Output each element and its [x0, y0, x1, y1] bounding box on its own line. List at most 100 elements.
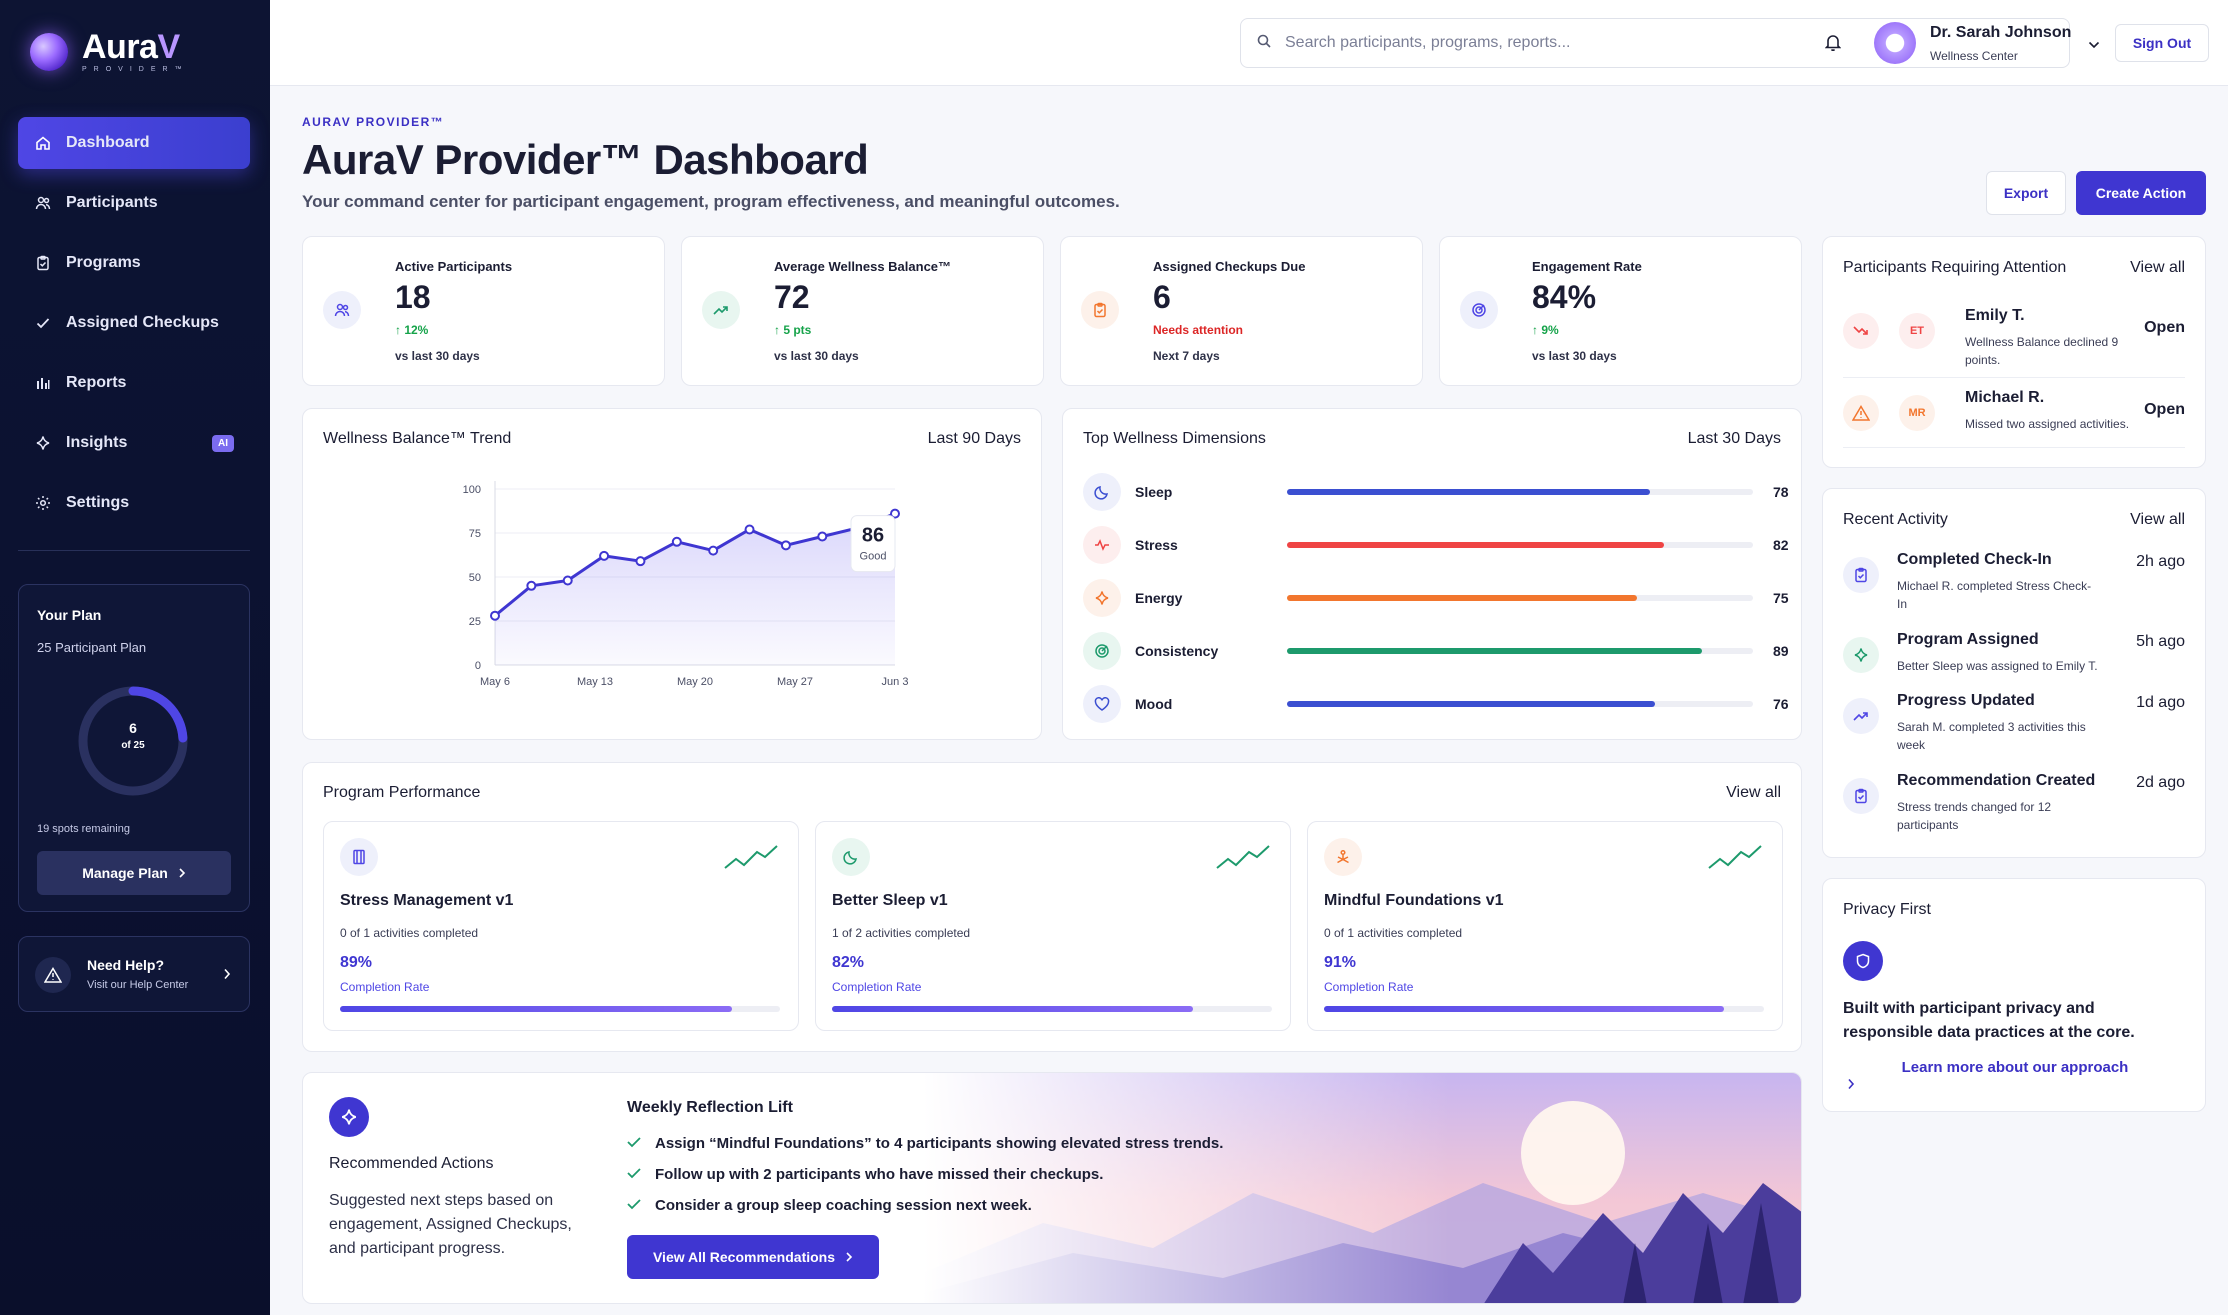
dimension-value: 82 — [1773, 537, 1789, 553]
dimension-value: 76 — [1773, 696, 1789, 712]
sidebar-item-settings[interactable]: Settings — [18, 477, 250, 529]
kpi-card-active-participants: Active Participants 18 ↑ 12% vs last 30 … — [302, 236, 665, 386]
dimension-label: Energy — [1135, 590, 1183, 606]
sidebar-item-programs[interactable]: Programs — [18, 237, 250, 289]
kpi-label: Engagement Rate — [1532, 259, 1642, 274]
target-icon — [1083, 632, 1121, 670]
sidebar-item-label: Insights — [66, 434, 128, 451]
programs-title: Program Performance — [323, 784, 481, 801]
activity-title: Program Assigned — [1897, 631, 2039, 648]
kpi-card-checkups-due: Assigned Checkups Due 6 Needs attention … — [1060, 236, 1423, 386]
sidebar-item-assigned-checkups[interactable]: Assigned Checkups — [18, 297, 250, 349]
attention-view-all-link[interactable]: View all — [2130, 259, 2185, 276]
chevron-right-icon — [223, 967, 231, 985]
dimension-track — [1287, 489, 1753, 495]
attention-open-link[interactable]: Open — [2144, 319, 2185, 336]
sidebar-item-reports[interactable]: Reports — [18, 357, 250, 409]
sidebar-item-label: Assigned Checkups — [66, 314, 219, 331]
search-box[interactable] — [1240, 18, 2070, 68]
program-activities: 0 of 1 activities completed — [1324, 926, 1463, 940]
sidebar-item-insights[interactable]: Insights AI — [18, 417, 250, 469]
trend-point — [562, 575, 573, 586]
help-center-card[interactable]: Need Help? Visit our Help Center — [18, 936, 250, 1012]
privacy-body: Built with participant privacy and respo… — [1843, 1000, 2135, 1041]
clipboard-icon — [1843, 778, 1879, 814]
dimension-fill — [1287, 595, 1637, 601]
program-rate-label: Completion Rate — [832, 980, 922, 994]
sidebar: AuraV PROVIDER™ Dashboard Participants P… — [0, 0, 270, 1315]
program-progress-fill — [340, 1006, 732, 1012]
program-rate-label: Completion Rate — [340, 980, 430, 994]
programs-view-all-link[interactable]: View all — [1726, 784, 1781, 801]
program-card-mindful-foundations[interactable]: Mindful Foundations v1 0 of 1 activities… — [1307, 821, 1783, 1031]
trend-title: Wellness Balance™ Trend — [323, 430, 512, 447]
program-name: Mindful Foundations v1 — [1324, 892, 1504, 909]
search-input[interactable] — [1285, 34, 1985, 52]
sidebar-item-participants[interactable]: Participants — [18, 177, 250, 229]
brand-logo[interactable]: AuraV PROVIDER™ — [30, 30, 189, 73]
user-name[interactable]: Dr. Sarah Johnson — [1930, 24, 2072, 41]
program-progress-fill — [832, 1006, 1193, 1012]
trend-callout — [850, 515, 896, 573]
trend-up-icon — [1843, 698, 1879, 734]
ai-badge: AI — [212, 434, 234, 452]
attention-name: Michael R. — [1965, 389, 2045, 406]
recommended-actions-card: Recommended Actions Suggested next steps… — [302, 1072, 1802, 1304]
avatar[interactable] — [1874, 22, 1916, 64]
sidebar-item-label: Reports — [66, 374, 127, 391]
page-eyebrow: AURAV PROVIDER™ — [302, 115, 445, 129]
trend-point — [890, 508, 900, 519]
create-action-button[interactable]: Create Action — [2076, 171, 2206, 215]
kpi-value: 72 — [774, 279, 810, 315]
notification-bell-icon[interactable] — [1824, 33, 1842, 56]
trend-range[interactable]: Last 90 Days — [927, 430, 1021, 447]
recommended-title: Recommended Actions — [329, 1155, 494, 1172]
chevron-right-icon — [845, 1249, 853, 1265]
manage-plan-button[interactable]: Manage Plan — [37, 851, 231, 895]
kpi-value: 18 — [395, 279, 431, 315]
activity-description: Better Sleep was assigned to Emily T. — [1897, 659, 2098, 673]
x-tick-label: May 20 — [677, 676, 713, 688]
plan-total: of 25 — [121, 740, 145, 751]
chevron-right-icon — [178, 865, 186, 881]
sign-out-button[interactable]: Sign Out — [2115, 24, 2209, 62]
sidebar-item-label: Participants — [66, 194, 158, 211]
chevron-right-icon[interactable] — [1847, 1077, 1855, 1095]
users-icon — [34, 194, 52, 212]
trend-line — [494, 512, 896, 617]
check-icon — [627, 1168, 641, 1179]
dimension-track — [1287, 701, 1753, 707]
dimension-fill — [1287, 648, 1702, 654]
export-button[interactable]: Export — [1986, 171, 2066, 215]
chevron-down-icon[interactable] — [2088, 36, 2100, 54]
program-progress-track — [1324, 1006, 1764, 1012]
kpi-delta: ↑ 5 pts — [774, 323, 812, 337]
dimension-label: Mood — [1135, 696, 1173, 712]
warning-icon — [35, 957, 71, 993]
top-bar: Dr. Sarah Johnson Wellness Center Sign O… — [270, 0, 2228, 86]
dimensions-range[interactable]: Last 30 Days — [1687, 430, 1781, 447]
program-card-stress-management[interactable]: Stress Management v1 0 of 1 activities c… — [323, 821, 799, 1031]
privacy-learn-more-link[interactable]: Learn more about our approach — [1901, 1059, 2129, 1076]
target-icon — [1460, 291, 1498, 329]
trend-point — [817, 531, 828, 542]
attention-name: Emily T. — [1965, 307, 2025, 324]
page-subtitle: Your command center for participant enga… — [302, 192, 1120, 211]
dimension-label: Stress — [1135, 537, 1178, 553]
pulse-icon — [1083, 526, 1121, 564]
x-tick-label: May 27 — [777, 676, 813, 688]
plan-used-count: 6 — [129, 720, 137, 736]
activity-title: Progress Updated — [1897, 692, 2035, 709]
recommended-heading: Weekly Reflection Lift — [627, 1099, 793, 1116]
activity-view-all-link[interactable]: View all — [2130, 511, 2185, 528]
moon-icon — [1083, 473, 1121, 511]
user-organization: Wellness Center — [1930, 49, 2018, 63]
dimension-fill — [1287, 701, 1656, 707]
x-tick-label: May 6 — [480, 676, 510, 688]
view-all-recommendations-button[interactable]: View All Recommendations — [627, 1235, 879, 1279]
attention-open-link[interactable]: Open — [2144, 401, 2185, 418]
program-card-better-sleep[interactable]: Better Sleep v1 1 of 2 activities comple… — [815, 821, 1291, 1031]
activity-time: 5h ago — [2136, 633, 2185, 650]
sidebar-item-dashboard[interactable]: Dashboard — [18, 117, 250, 169]
x-tick-label: Jun 3 — [882, 676, 909, 688]
